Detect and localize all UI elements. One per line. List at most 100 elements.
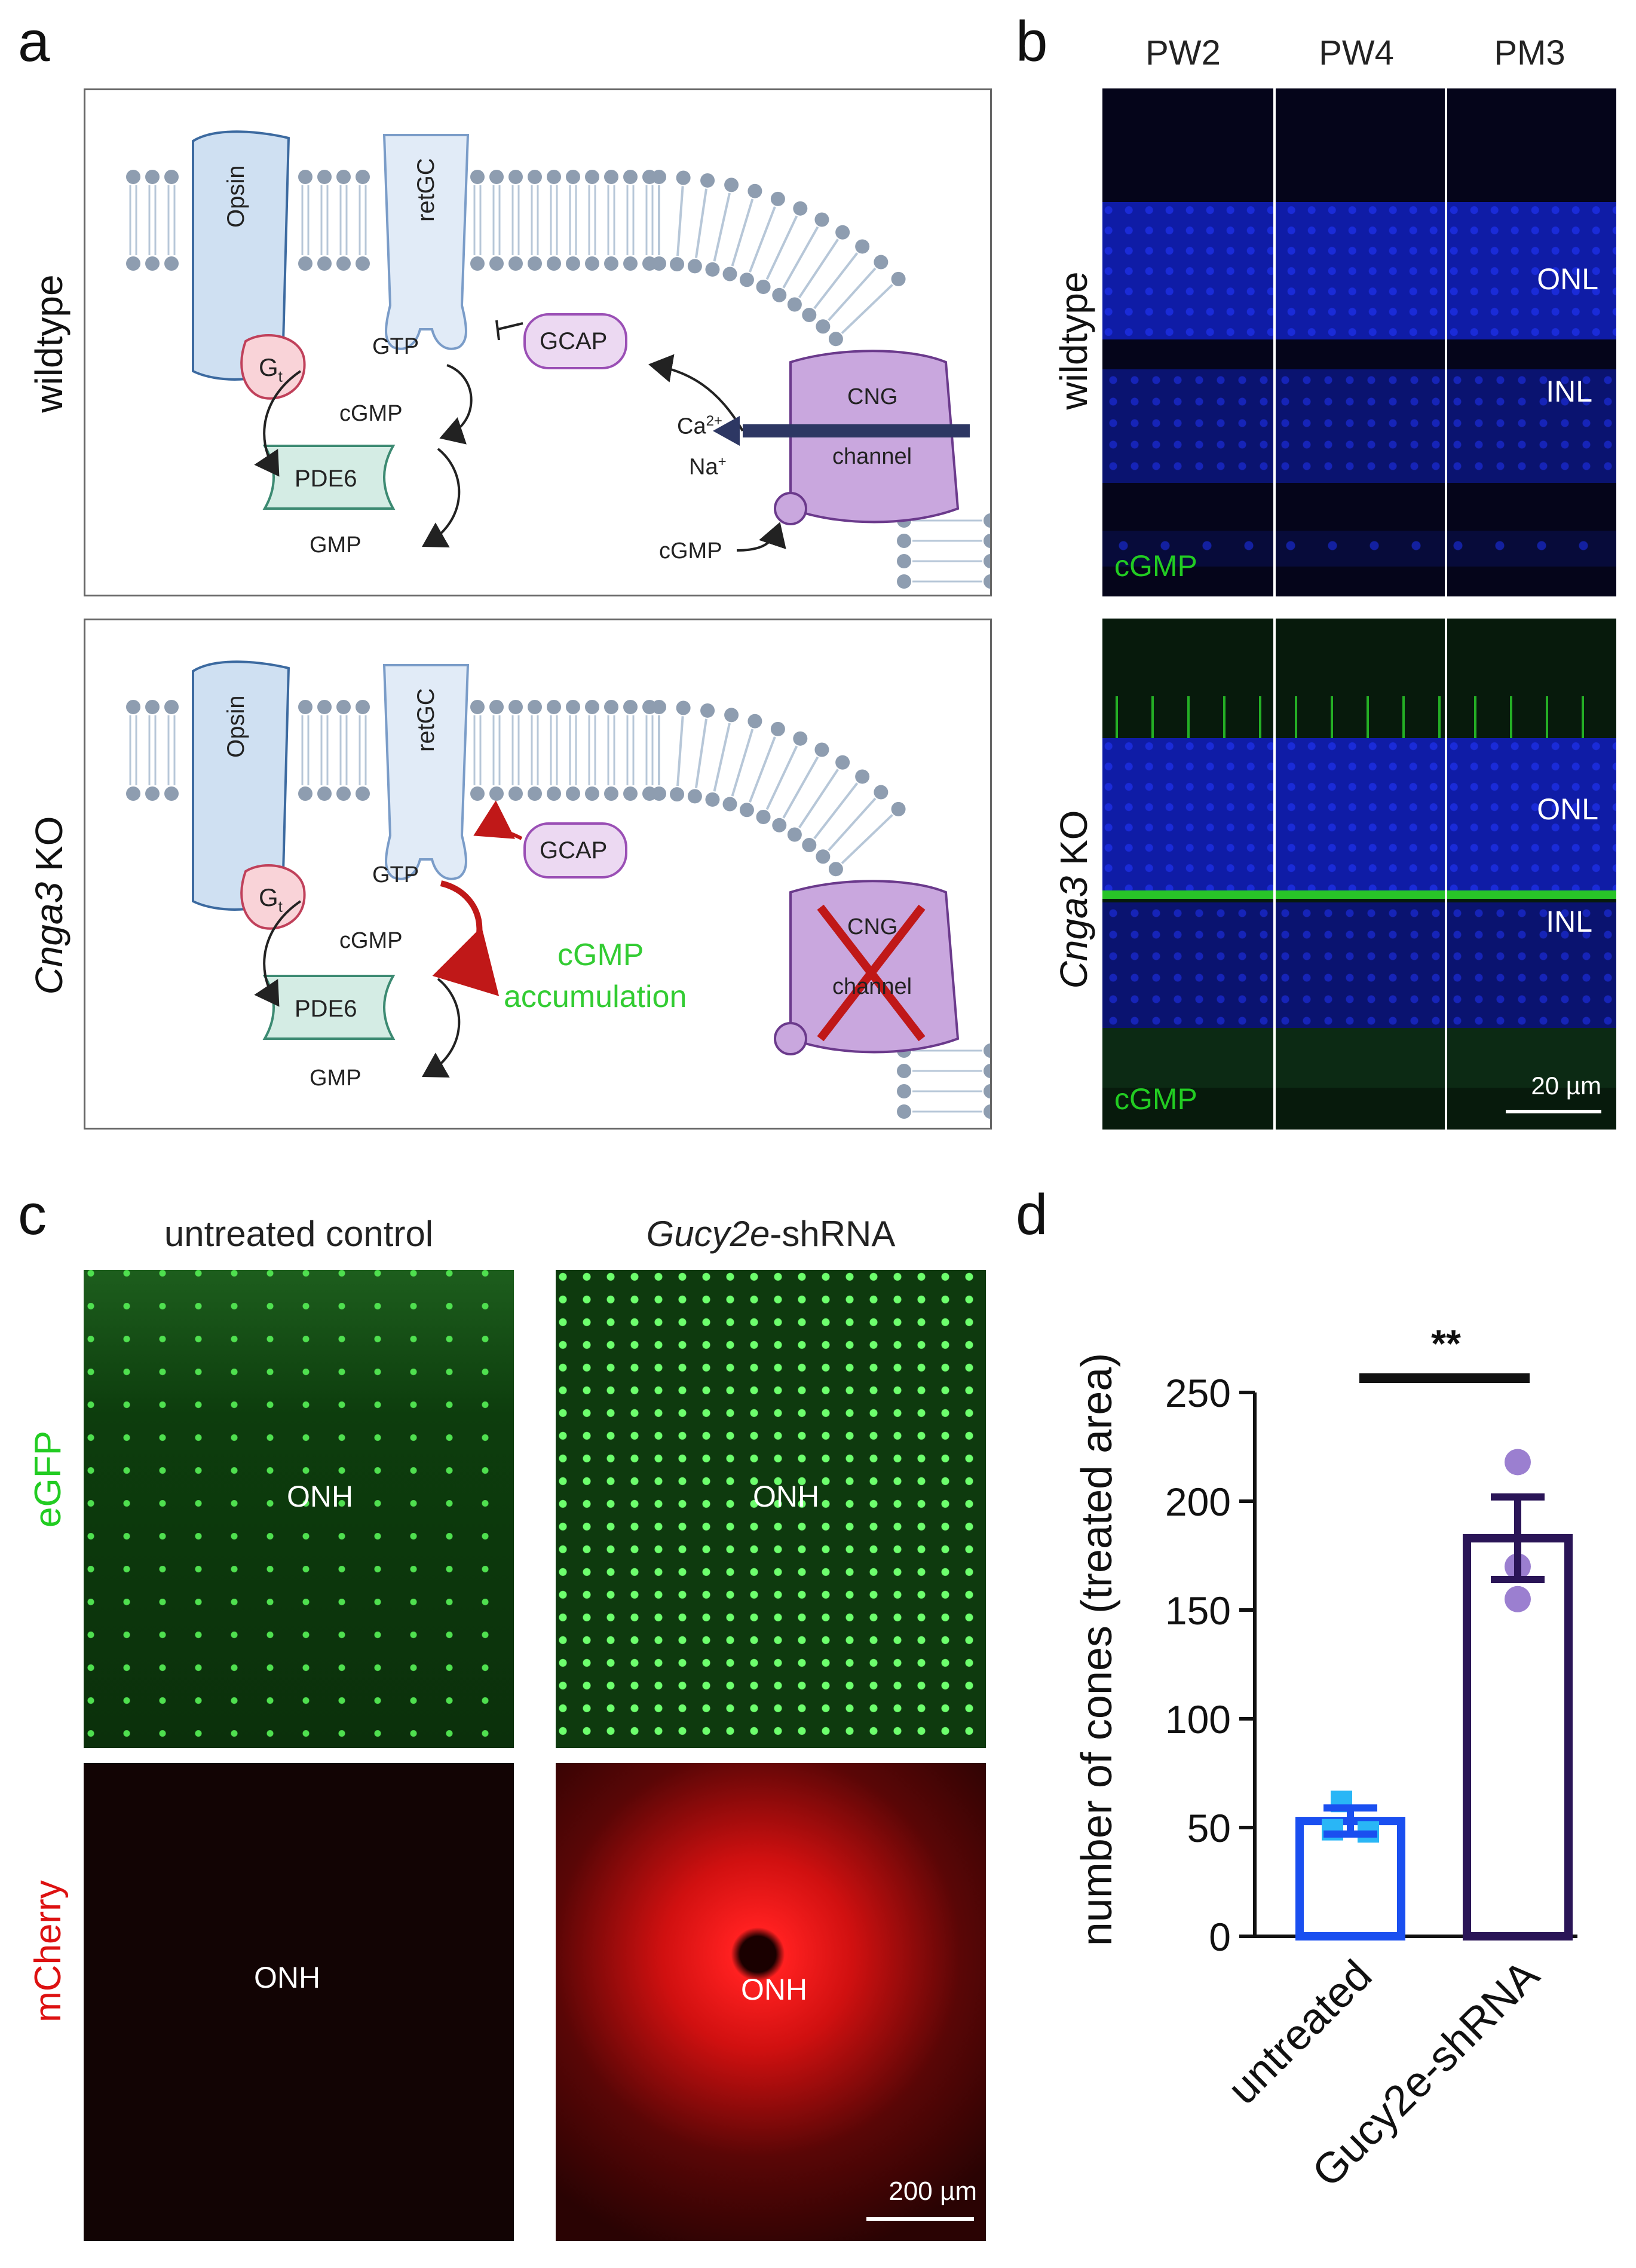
panel-b-col-label-1: PW4 (1319, 33, 1394, 72)
panel-a-row-label-cnga3-ko: Cnga3 KO (27, 816, 71, 995)
scalebar-label: 200 µm (889, 2177, 977, 2206)
cng-ball (774, 1022, 807, 1055)
ca-label: Ca2+ (677, 413, 722, 440)
ko-pathway-svg (126, 660, 990, 1119)
inl-layer (1102, 902, 1616, 1028)
y-axis: 0 50 100 150 200 250 (1165, 1371, 1577, 1959)
y-tick-label: 150 (1165, 1588, 1231, 1633)
inl-layer (1102, 369, 1616, 483)
scalebar-line (1506, 1110, 1601, 1113)
panel-b-row-label-cnga3-ko: Cnga3 KO (1052, 810, 1095, 989)
panel-letter-c: c (18, 1183, 47, 1247)
y-axis-label: number of cones (treated area) (1073, 1353, 1121, 1946)
panel-letter-b: b (1016, 10, 1048, 74)
cng-cross-2 (817, 904, 926, 1042)
gtp-label: GTP (372, 862, 419, 887)
gene-name: Gucy2e (646, 1214, 770, 1254)
data-point (1505, 1586, 1531, 1612)
opl-layer (1102, 890, 1616, 899)
accumulation-line2: accumulation (504, 980, 687, 1014)
gtp-label: GTP (372, 334, 419, 359)
gt-main: G (259, 883, 278, 911)
retgc-shape (382, 664, 470, 880)
panel-a-cnga3-ko-diagram: Opsin retGC Gt GCAP GTP cGMP PDE6 GMP CN… (84, 619, 992, 1130)
gt-label: Gt (259, 883, 283, 916)
onh-label: ONH (287, 1480, 354, 1513)
y-tick-label: 0 (1209, 1915, 1231, 1959)
pde6-label: PDE6 (295, 466, 357, 492)
gcap-label: GCAP (540, 837, 608, 864)
significance-stars: ** (1431, 1322, 1461, 1365)
wildtype-pathway-svg (126, 130, 990, 589)
gt-shape (240, 334, 306, 400)
onl-label: ONL (1537, 792, 1598, 826)
inl-label: INL (1546, 375, 1592, 408)
panel-b-ko-micrographs: ONL INL cGMP 20 µm (1102, 619, 1616, 1130)
data-point (1505, 1449, 1531, 1476)
panel-a-row-label-wildtype: wildtype (27, 274, 71, 413)
opsin-label: Opsin (223, 695, 249, 758)
cng-label-top: CNG (847, 914, 898, 939)
panel-c-col-label-1: Gucy2e-shRNA (556, 1213, 986, 1254)
onl-layer (1102, 202, 1616, 339)
gmp-label: GMP (310, 532, 361, 558)
divider-1 (1273, 88, 1276, 596)
onh-label: ONH (741, 1973, 808, 2006)
na-label: Na+ (689, 454, 727, 480)
panel-b-wildtype-micrographs: ONL INL cGMP (1102, 88, 1616, 596)
panel-c-col-label-0: untreated control (164, 1214, 434, 1254)
panel-b-row-label-wildtype: wildtype (1052, 271, 1095, 410)
cgmp-in-label: cGMP (659, 538, 722, 564)
panel-letter-d: d (1016, 1183, 1048, 1247)
y-tick-label: 250 (1165, 1371, 1231, 1415)
y-tick-label: 200 (1165, 1480, 1231, 1524)
gt-sub: t (278, 367, 283, 385)
gcl-layer (1102, 531, 1616, 567)
scalebar-line (866, 2217, 974, 2221)
gcap-shape (523, 313, 627, 369)
accumulation-line1: cGMP (557, 938, 644, 972)
bars (1295, 1449, 1573, 1941)
error-bar-0 (1323, 1804, 1377, 1838)
gt-shape (240, 864, 306, 930)
cgmp-stain-label: cGMP (1114, 1082, 1197, 1116)
onl-layer (1102, 738, 1616, 893)
onh-label: ONH (753, 1480, 820, 1513)
retgc-label: retGC (413, 158, 439, 222)
inl-label: INL (1546, 905, 1592, 938)
gt-main: G (259, 353, 278, 381)
divider-2 (1445, 88, 1447, 596)
divider-1 (1273, 619, 1276, 1130)
panel-c-channel-mcherry: mCherry (27, 1880, 69, 2022)
cgmp-label: cGMP (339, 401, 403, 426)
retgc-shape (382, 134, 470, 350)
error-bar-1 (1491, 1493, 1545, 1584)
cgmp-stain-label: cGMP (1114, 549, 1197, 583)
na-main: Na (689, 454, 718, 480)
y-tick-label: 100 (1165, 1697, 1231, 1741)
cng-label-bottom: channel (832, 444, 912, 469)
panel-c-channel-egfp: eGFP (27, 1431, 69, 1528)
retgc-label: retGC (413, 688, 439, 752)
gcap-label: GCAP (540, 328, 608, 354)
gmp-label: GMP (310, 1066, 361, 1091)
ipl-layer (1102, 1028, 1616, 1088)
bar-0 (1295, 1817, 1405, 1941)
y-tick-label: 50 (1187, 1806, 1231, 1850)
panel-c-mcherry-untreated: ONH (84, 1763, 514, 2241)
panel-c-egfp-untreated: ONH (84, 1270, 514, 1748)
opsin-shape (192, 130, 290, 381)
panel-a-wildtype-diagram: Opsin retGC Gt GCAP GTP cGMP PDE6 GMP CN… (84, 88, 992, 596)
onl-label: ONL (1537, 262, 1598, 296)
panel-c-egfp-shrna: ONH (556, 1270, 986, 1748)
shrna-suffix: -shRNA (770, 1214, 896, 1254)
membrane (126, 700, 990, 1119)
ca-main: Ca (677, 414, 706, 439)
cgmp-label: cGMP (339, 928, 403, 953)
onh-label: ONH (254, 1961, 321, 1994)
panel-c-mcherry-shrna: ONH 200 µm (556, 1763, 986, 2241)
divider-2 (1445, 619, 1447, 1130)
cng-label-top: CNG (847, 384, 898, 409)
